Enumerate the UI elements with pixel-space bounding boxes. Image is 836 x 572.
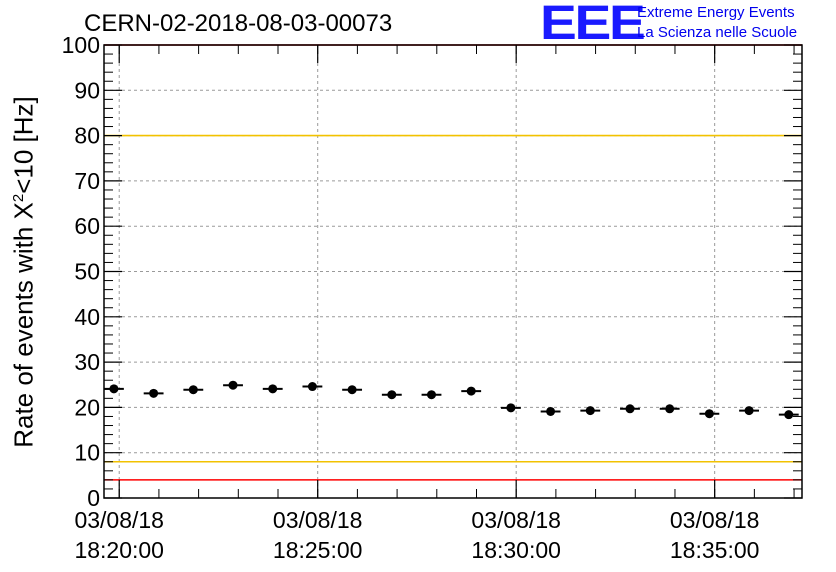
eee-logo: EEE [540, 0, 646, 50]
y-tick-label: 90 [74, 77, 100, 103]
y-tick-label: 0 [87, 485, 100, 511]
tick-labels: 0 10 20 30 40 50 60 70 80 90 100 03/08/18 18:20:00 03… [62, 32, 760, 563]
data-point [585, 406, 595, 416]
data-point [228, 380, 238, 390]
x-tick-label-time: 18:30:00 [471, 537, 561, 563]
x-tick-label-date: 03/08/18 [471, 507, 561, 533]
logo-subtitle-1: Extreme Energy Events [637, 4, 795, 21]
y-tick-label: 70 [74, 168, 100, 194]
data-point [546, 406, 556, 416]
y-tick-label: 40 [74, 304, 100, 330]
y-tick-label: 50 [74, 259, 100, 285]
y-tick-label: 60 [74, 213, 100, 239]
data-point [506, 403, 516, 413]
x-tick-label-time: 18:25:00 [273, 537, 363, 563]
data-point [784, 410, 794, 420]
y-tick-label: 30 [74, 349, 100, 375]
data-point [665, 404, 675, 414]
grid-lines [104, 45, 802, 498]
data-point [466, 386, 476, 396]
data-point [347, 385, 357, 395]
x-tick-label-time: 18:35:00 [670, 537, 760, 563]
y-tick-label: 100 [62, 32, 100, 58]
y-tick-label: 20 [74, 394, 100, 420]
y-tick-label: 80 [74, 123, 100, 149]
data-point [149, 388, 159, 398]
x-tick-label-time: 18:20:00 [74, 537, 164, 563]
logo-subtitle-2: La Scienza nelle Scuole [637, 24, 798, 41]
data-point [109, 384, 119, 394]
data-point [188, 385, 198, 395]
data-point [307, 382, 317, 392]
x-tick-label-date: 03/08/18 [74, 507, 164, 533]
data-point [387, 390, 397, 400]
data-point [704, 409, 714, 419]
data-points [104, 380, 799, 420]
x-tick-label-date: 03/08/18 [670, 507, 760, 533]
data-point [426, 390, 436, 400]
data-point [268, 384, 278, 394]
y-tick-label: 10 [74, 440, 100, 466]
chart-title: CERN-02-2018-08-03-00073 [84, 10, 393, 37]
reference-lines [104, 44, 802, 481]
data-point [744, 406, 754, 416]
x-tick-label-date: 03/08/18 [273, 507, 363, 533]
plot-frame [103, 44, 803, 499]
data-point [625, 404, 635, 414]
